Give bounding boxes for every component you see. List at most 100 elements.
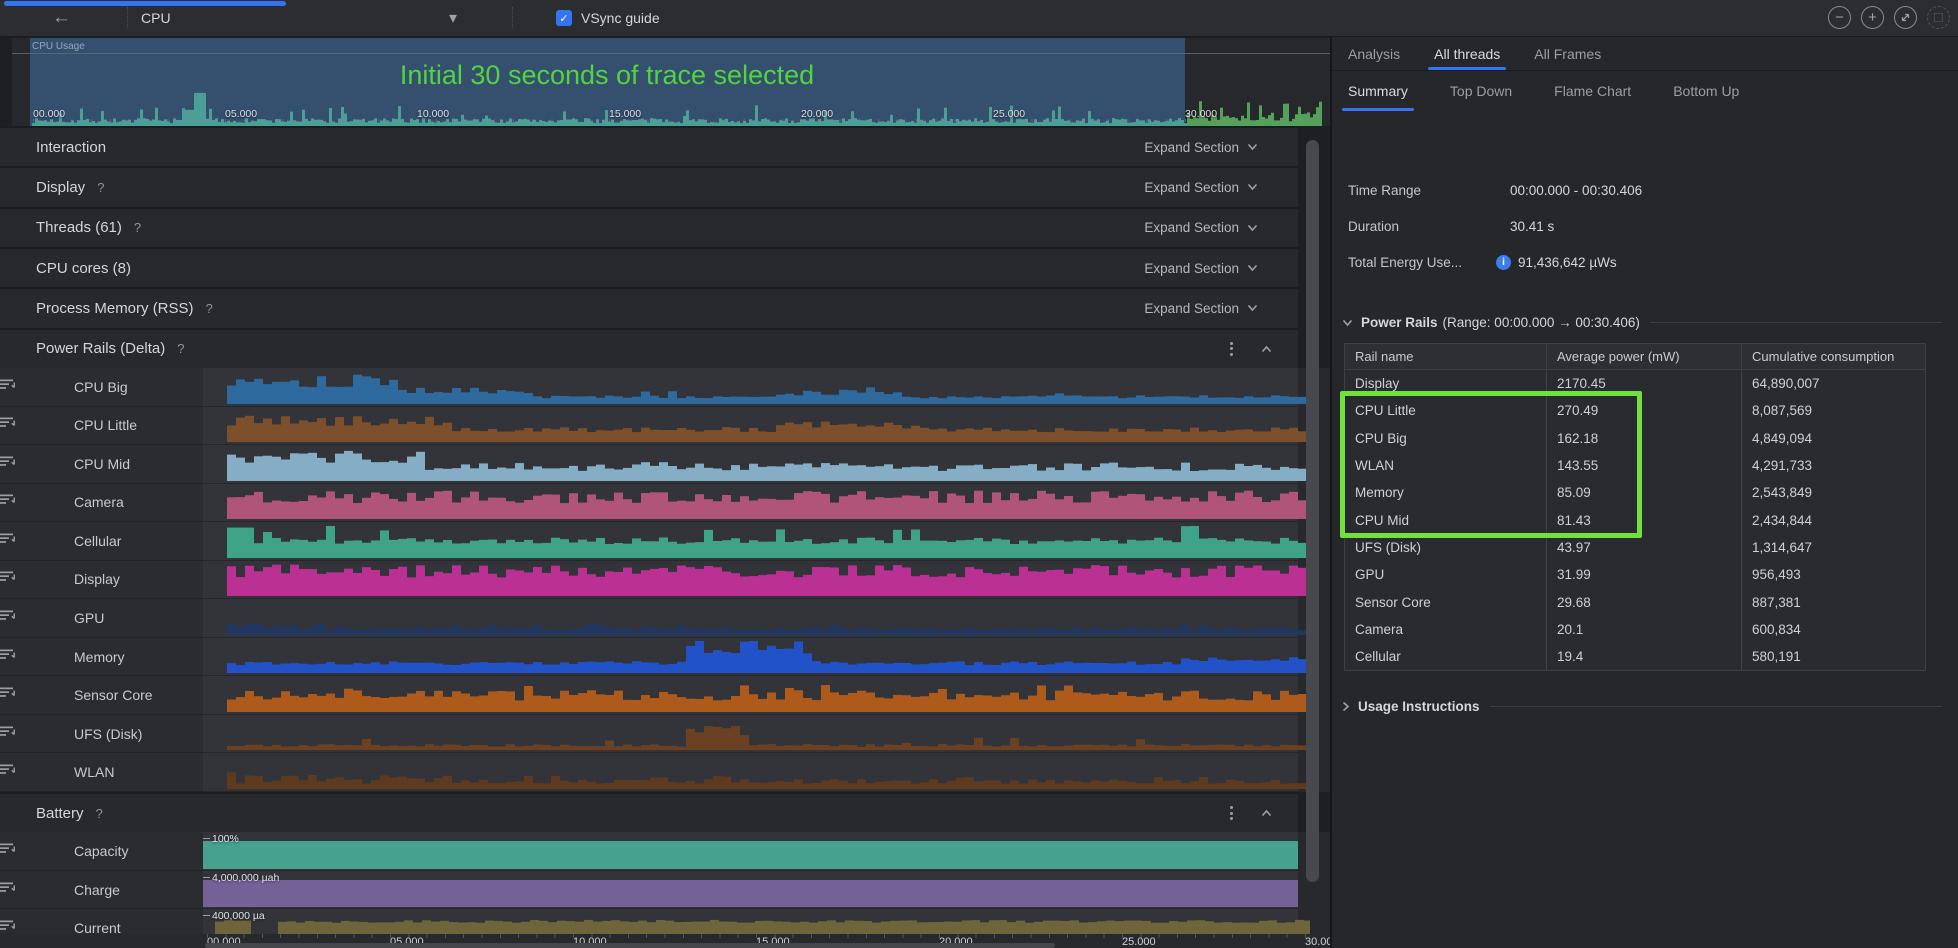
track-expand-icon[interactable] — [0, 648, 16, 666]
track-expand-icon[interactable] — [0, 881, 16, 899]
track-label-cell[interactable]: GPU — [0, 599, 203, 638]
cell-average-power: 29.68 — [1547, 588, 1742, 616]
help-icon[interactable]: ? — [205, 300, 213, 316]
track-expand-icon[interactable] — [0, 493, 16, 511]
track-label-cell[interactable]: Memory — [0, 637, 203, 677]
track-expand-icon[interactable] — [0, 416, 16, 434]
track-expand-icon[interactable] — [0, 919, 16, 937]
track-expand-icon[interactable] — [0, 686, 16, 704]
power-rails-summary-range: (Range: 00:00.000 → 00:30.406) — [1442, 315, 1640, 330]
frame-selection-button[interactable]: □ — [1927, 6, 1950, 29]
help-icon[interactable]: ? — [97, 179, 105, 195]
table-row[interactable]: CPU Little 270.49 8,087,569 — [1345, 397, 1925, 425]
table-row[interactable]: WLAN 143.55 4,291,733 — [1345, 451, 1925, 480]
track-label-cell[interactable]: WLAN — [0, 753, 203, 792]
help-icon[interactable]: ? — [177, 341, 185, 357]
power-rail-chart — [227, 684, 1310, 712]
vsync-guide-toggle[interactable]: ✓ VSync guide — [556, 0, 660, 36]
zoom-out-button[interactable]: − — [1828, 6, 1851, 29]
track-chart-cell[interactable] — [203, 483, 1310, 523]
track-label-cell[interactable]: Sensor Core — [0, 676, 203, 715]
help-icon[interactable]: ? — [133, 220, 142, 236]
track-expand-icon[interactable] — [0, 763, 16, 781]
cell-rail-name: CPU Mid — [1345, 506, 1547, 534]
cell-rail-name: GPU — [1345, 561, 1547, 589]
cell-cumulative-consumption: 8,087,569 — [1752, 403, 1813, 419]
track-chart-cell[interactable] — [203, 753, 1310, 792]
vsync-label: VSync guide — [581, 10, 660, 26]
track-label-cell[interactable]: Display — [0, 560, 203, 600]
track-label-cell[interactable]: CPU Mid — [0, 445, 203, 484]
track-expand-icon[interactable] — [0, 378, 16, 396]
track-chart-cell[interactable] — [203, 406, 1310, 446]
info-icon[interactable]: i — [1496, 255, 1511, 270]
table-row[interactable]: Display 2170.45 64,890,007 — [1345, 370, 1925, 398]
zoom-in-button[interactable]: + — [1861, 6, 1884, 29]
tab-all-threads[interactable]: All threads — [1428, 37, 1507, 70]
tab-analysis[interactable]: Analysis — [1348, 45, 1401, 62]
track-chart-cell[interactable] — [203, 445, 1310, 484]
table-row[interactable]: UFS (Disk) 43.97 1,314,647 — [1345, 533, 1925, 562]
track-expand-icon[interactable] — [0, 570, 16, 588]
expand-section-button[interactable]: Expand Section — [1144, 261, 1258, 276]
track-chart-cell[interactable]: 100% — [203, 832, 1298, 871]
track-chart-cell[interactable] — [203, 367, 1310, 407]
usage-instructions-collapsible[interactable]: Usage Instructions — [1342, 699, 1942, 714]
expand-section-button[interactable]: Expand Section — [1144, 220, 1258, 235]
track-expand-icon[interactable] — [0, 842, 16, 860]
track-label-cell[interactable]: Charge — [0, 870, 203, 910]
info-value: 00:00.000 - 00:30.406 — [1510, 183, 1643, 198]
tab-flame-chart[interactable]: Flame Chart — [1554, 83, 1632, 99]
help-icon[interactable]: ? — [95, 805, 103, 821]
track-label-cell[interactable]: CPU Big — [0, 367, 203, 407]
expand-section-button[interactable]: Expand Section — [1144, 180, 1258, 195]
cell-rail-name: Camera — [1345, 615, 1547, 643]
tab-all-frames[interactable]: All Frames — [1534, 45, 1602, 62]
horizontal-scrollbar[interactable] — [205, 943, 1055, 948]
track-chart-cell[interactable]: 4,000,000 µah — [203, 870, 1298, 910]
track-chart-cell[interactable] — [203, 522, 1310, 561]
table-row[interactable]: CPU Big 162.18 4,849,094 — [1345, 424, 1925, 452]
cpu-usage-timeline[interactable]: CPU Usage Initial 30 seconds of trace se… — [12, 38, 1330, 126]
battery-tick-label: 100% — [212, 833, 239, 846]
power-rails-collapsible[interactable]: Power Rails (Range: 00:00.000 → 00:30.40… — [1342, 315, 1942, 330]
kebab-menu-icon[interactable] — [1227, 803, 1236, 823]
tab-summary[interactable]: Summary — [1342, 71, 1414, 111]
track-expand-icon[interactable] — [0, 725, 16, 743]
track-chart-cell[interactable] — [203, 714, 1310, 754]
tab-top-down[interactable]: Top Down — [1449, 83, 1513, 99]
table-row[interactable]: GPU 31.99 956,493 — [1345, 561, 1925, 589]
track-name: Current — [74, 920, 121, 937]
vsync-checkbox[interactable]: ✓ — [556, 10, 572, 26]
track-expand-icon[interactable] — [0, 532, 16, 550]
table-row[interactable]: Cellular 19.4 580,191 — [1345, 642, 1925, 671]
vertical-scrollbar[interactable] — [1306, 140, 1319, 882]
track-label-cell[interactable]: UFS (Disk) — [0, 714, 203, 754]
table-row[interactable]: CPU Mid 81.43 2,434,844 — [1345, 506, 1925, 534]
track-expand-icon[interactable] — [0, 455, 16, 473]
track-chart-cell[interactable] — [203, 599, 1310, 638]
task-dropdown[interactable]: CPU ▾ — [141, 0, 471, 36]
table-row[interactable]: Sensor Core 29.68 887,381 — [1345, 588, 1925, 616]
track-label-cell[interactable]: Cellular — [0, 522, 203, 561]
table-row[interactable]: Camera 20.1 600,834 — [1345, 615, 1925, 643]
table-row[interactable]: Memory 85.09 2,543,849 — [1345, 479, 1925, 507]
reset-zoom-button[interactable] — [1894, 6, 1917, 29]
section-title: Interaction — [36, 138, 107, 156]
back-button[interactable]: ← — [52, 7, 71, 28]
kebab-menu-icon[interactable] — [1227, 339, 1236, 359]
chart-holder — [215, 564, 1310, 597]
cell-average-power: 43.97 — [1547, 533, 1742, 562]
track-chart-cell[interactable] — [203, 676, 1310, 715]
track-chart-cell[interactable] — [203, 560, 1310, 600]
track-label-cell[interactable]: Camera — [0, 483, 203, 523]
collapse-section-button[interactable] — [1261, 345, 1272, 353]
track-label-cell[interactable]: CPU Little — [0, 406, 203, 446]
expand-section-button[interactable]: Expand Section — [1144, 140, 1258, 155]
expand-section-button[interactable]: Expand Section — [1144, 301, 1258, 316]
collapse-section-button[interactable] — [1261, 809, 1272, 817]
tab-bottom-up[interactable]: Bottom Up — [1673, 83, 1740, 99]
track-expand-icon[interactable] — [0, 609, 16, 627]
track-chart-cell[interactable] — [203, 637, 1310, 677]
track-label-cell[interactable]: Capacity — [0, 832, 203, 871]
